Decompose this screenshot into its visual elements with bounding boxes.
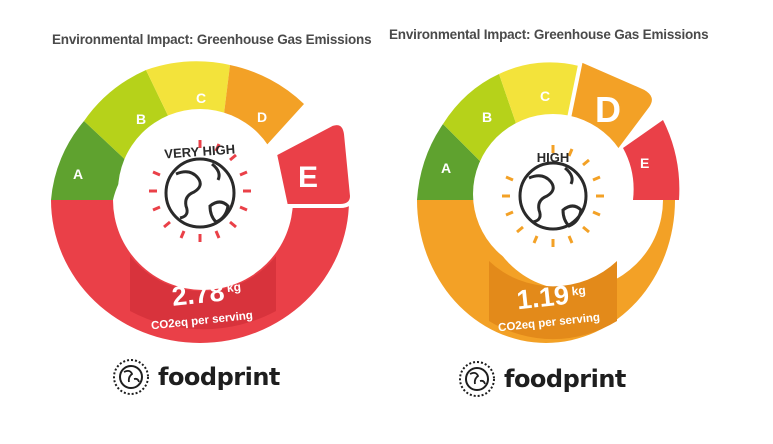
level-label: VERY HIGH — [164, 142, 236, 162]
ghg-card-high: Environmental Impact: Greenhouse Gas Emi… — [383, 0, 713, 444]
brand-name: foodprint — [158, 363, 280, 391]
tick-ring — [502, 145, 604, 247]
foodprint-logo: foodprint — [112, 358, 280, 396]
brand-name: foodprint — [504, 365, 626, 393]
level-label: HIGH — [537, 150, 570, 165]
segment-label-c: C — [196, 90, 206, 106]
emission-unit: kg — [571, 283, 586, 298]
segment-e — [623, 120, 680, 200]
emission-number: 1.19 — [515, 280, 570, 315]
segment-label-b: B — [136, 111, 146, 127]
segment-a — [417, 124, 483, 200]
segment-label-a: A — [73, 166, 83, 182]
segment-label-a: A — [441, 160, 451, 176]
foodprint-globe-icon — [459, 361, 495, 397]
tick-ring — [149, 140, 251, 242]
segment-label-e: E — [640, 155, 649, 171]
card-title: Environmental Impact: Greenhouse Gas Emi… — [52, 32, 372, 47]
segment-a — [51, 121, 131, 200]
gauge-center — [473, 114, 633, 274]
gauge-center — [118, 109, 282, 273]
segment-label-e-active: E — [298, 161, 318, 194]
emission-unit: kg — [226, 280, 241, 295]
gauge-value-band — [489, 261, 617, 340]
globe-icon — [518, 161, 588, 231]
emission-gauge: A B C D E HIGH 1.19kg CO2eq per serving — [417, 57, 680, 343]
card-title: Environmental Impact: Greenhouse Gas Emi… — [389, 27, 709, 42]
foodprint-globe-icon — [113, 359, 149, 395]
emission-number: 2.78 — [170, 277, 225, 312]
segment-label-c: C — [540, 88, 550, 104]
segment-label-d-active: D — [595, 89, 621, 130]
emission-value: 2.78kg — [170, 275, 242, 312]
globe-icon — [164, 157, 236, 229]
ghg-card-very-high: Environmental Impact: Greenhouse Gas Emi… — [40, 0, 372, 444]
emission-gauge: A B C D E VERY HIGH 2.78kg CO2eq per ser… — [51, 61, 355, 343]
segment-label-d: D — [257, 109, 267, 125]
segment-e-active — [272, 121, 355, 208]
segment-b — [84, 70, 173, 165]
segment-label-b: B — [482, 109, 492, 125]
gauge-value-band — [130, 256, 276, 330]
foodprint-logo: foodprint — [458, 360, 626, 398]
emission-value: 1.19kg — [515, 278, 587, 315]
